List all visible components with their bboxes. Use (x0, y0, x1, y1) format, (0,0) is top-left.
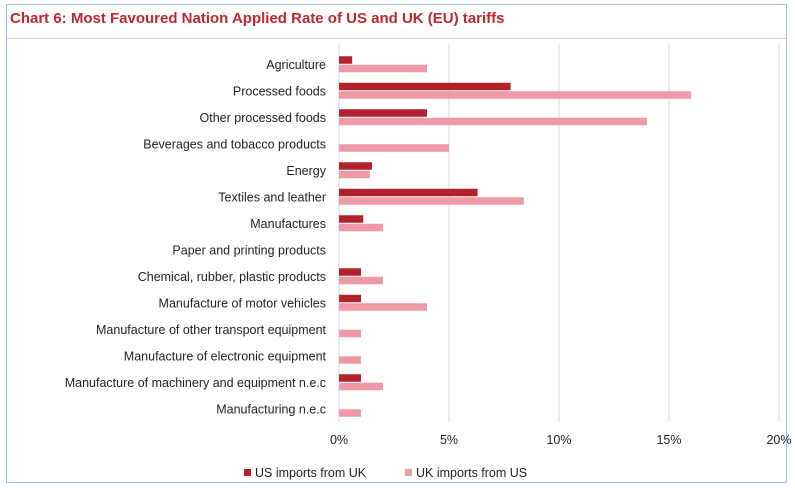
bar-us-imports-from-uk (339, 56, 353, 64)
x-tick-label: 0% (330, 433, 348, 447)
bar-uk-imports-from-us (339, 223, 383, 232)
legend-swatch (244, 469, 251, 476)
legend-entry: US imports from UK (255, 466, 367, 480)
title-divider (7, 38, 786, 39)
bars (339, 56, 691, 417)
category-label: Energy (286, 164, 326, 178)
bar-uk-imports-from-us (339, 356, 361, 364)
gridlines (338, 44, 780, 422)
bar-uk-imports-from-us (339, 329, 361, 338)
category-label: Processed foods (233, 84, 326, 98)
bar-uk-imports-from-us (339, 382, 383, 391)
bar-uk-imports-from-us (339, 197, 524, 205)
bar-us-imports-from-uk (339, 188, 478, 197)
bar-uk-imports-from-us (339, 117, 647, 126)
category-label: Beverages and tobacco products (143, 137, 326, 151)
bar-uk-imports-from-us (339, 276, 383, 285)
bar-uk-imports-from-us (339, 144, 449, 152)
bar-us-imports-from-uk (339, 162, 372, 170)
legend-entry: UK imports from US (416, 466, 527, 480)
category-label: Manufacture of electronic equipment (124, 349, 327, 363)
category-label: Manufacture of motor vehicles (159, 296, 326, 310)
category-label: Textiles and leather (218, 190, 326, 204)
x-tick-label: 15% (656, 433, 681, 447)
category-label: Manufacture of machinery and equipment n… (65, 376, 326, 390)
category-label: Chemical, rubber, plastic products (138, 270, 326, 284)
bar-us-imports-from-uk (339, 82, 511, 91)
category-label: Agriculture (266, 58, 326, 72)
chart-title: Chart 6: Most Favoured Nation Applied Ra… (10, 10, 505, 27)
category-label: Manufacture of other transport equipment (96, 323, 327, 337)
category-label: Manufacturing n.e.c (216, 402, 326, 416)
category-label: Other processed foods (200, 111, 326, 125)
bar-uk-imports-from-us (339, 64, 427, 73)
category-label: Paper and printing products (172, 243, 326, 257)
category-labels: Agriculture Processed foods Other processe… (65, 58, 327, 417)
x-tick-labels: 0% 5% 10% 15% 20% (330, 433, 792, 447)
bar-us-imports-from-uk (339, 294, 361, 303)
bar-us-imports-from-uk (339, 374, 361, 382)
x-tick-label: 20% (766, 433, 791, 447)
bar-uk-imports-from-us (339, 409, 361, 417)
category-label: Manufactures (250, 217, 326, 231)
x-tick-label: 5% (440, 433, 458, 447)
legend: US imports from UK UK imports from US (244, 466, 527, 480)
x-tick-label: 10% (546, 433, 571, 447)
bar-uk-imports-from-us (339, 170, 370, 179)
bar-us-imports-from-uk (339, 268, 361, 276)
bar-uk-imports-from-us (339, 91, 691, 99)
bar-us-imports-from-uk (339, 109, 427, 117)
bar-us-imports-from-uk (339, 215, 364, 223)
legend-swatch (405, 469, 412, 476)
bar-uk-imports-from-us (339, 303, 427, 311)
